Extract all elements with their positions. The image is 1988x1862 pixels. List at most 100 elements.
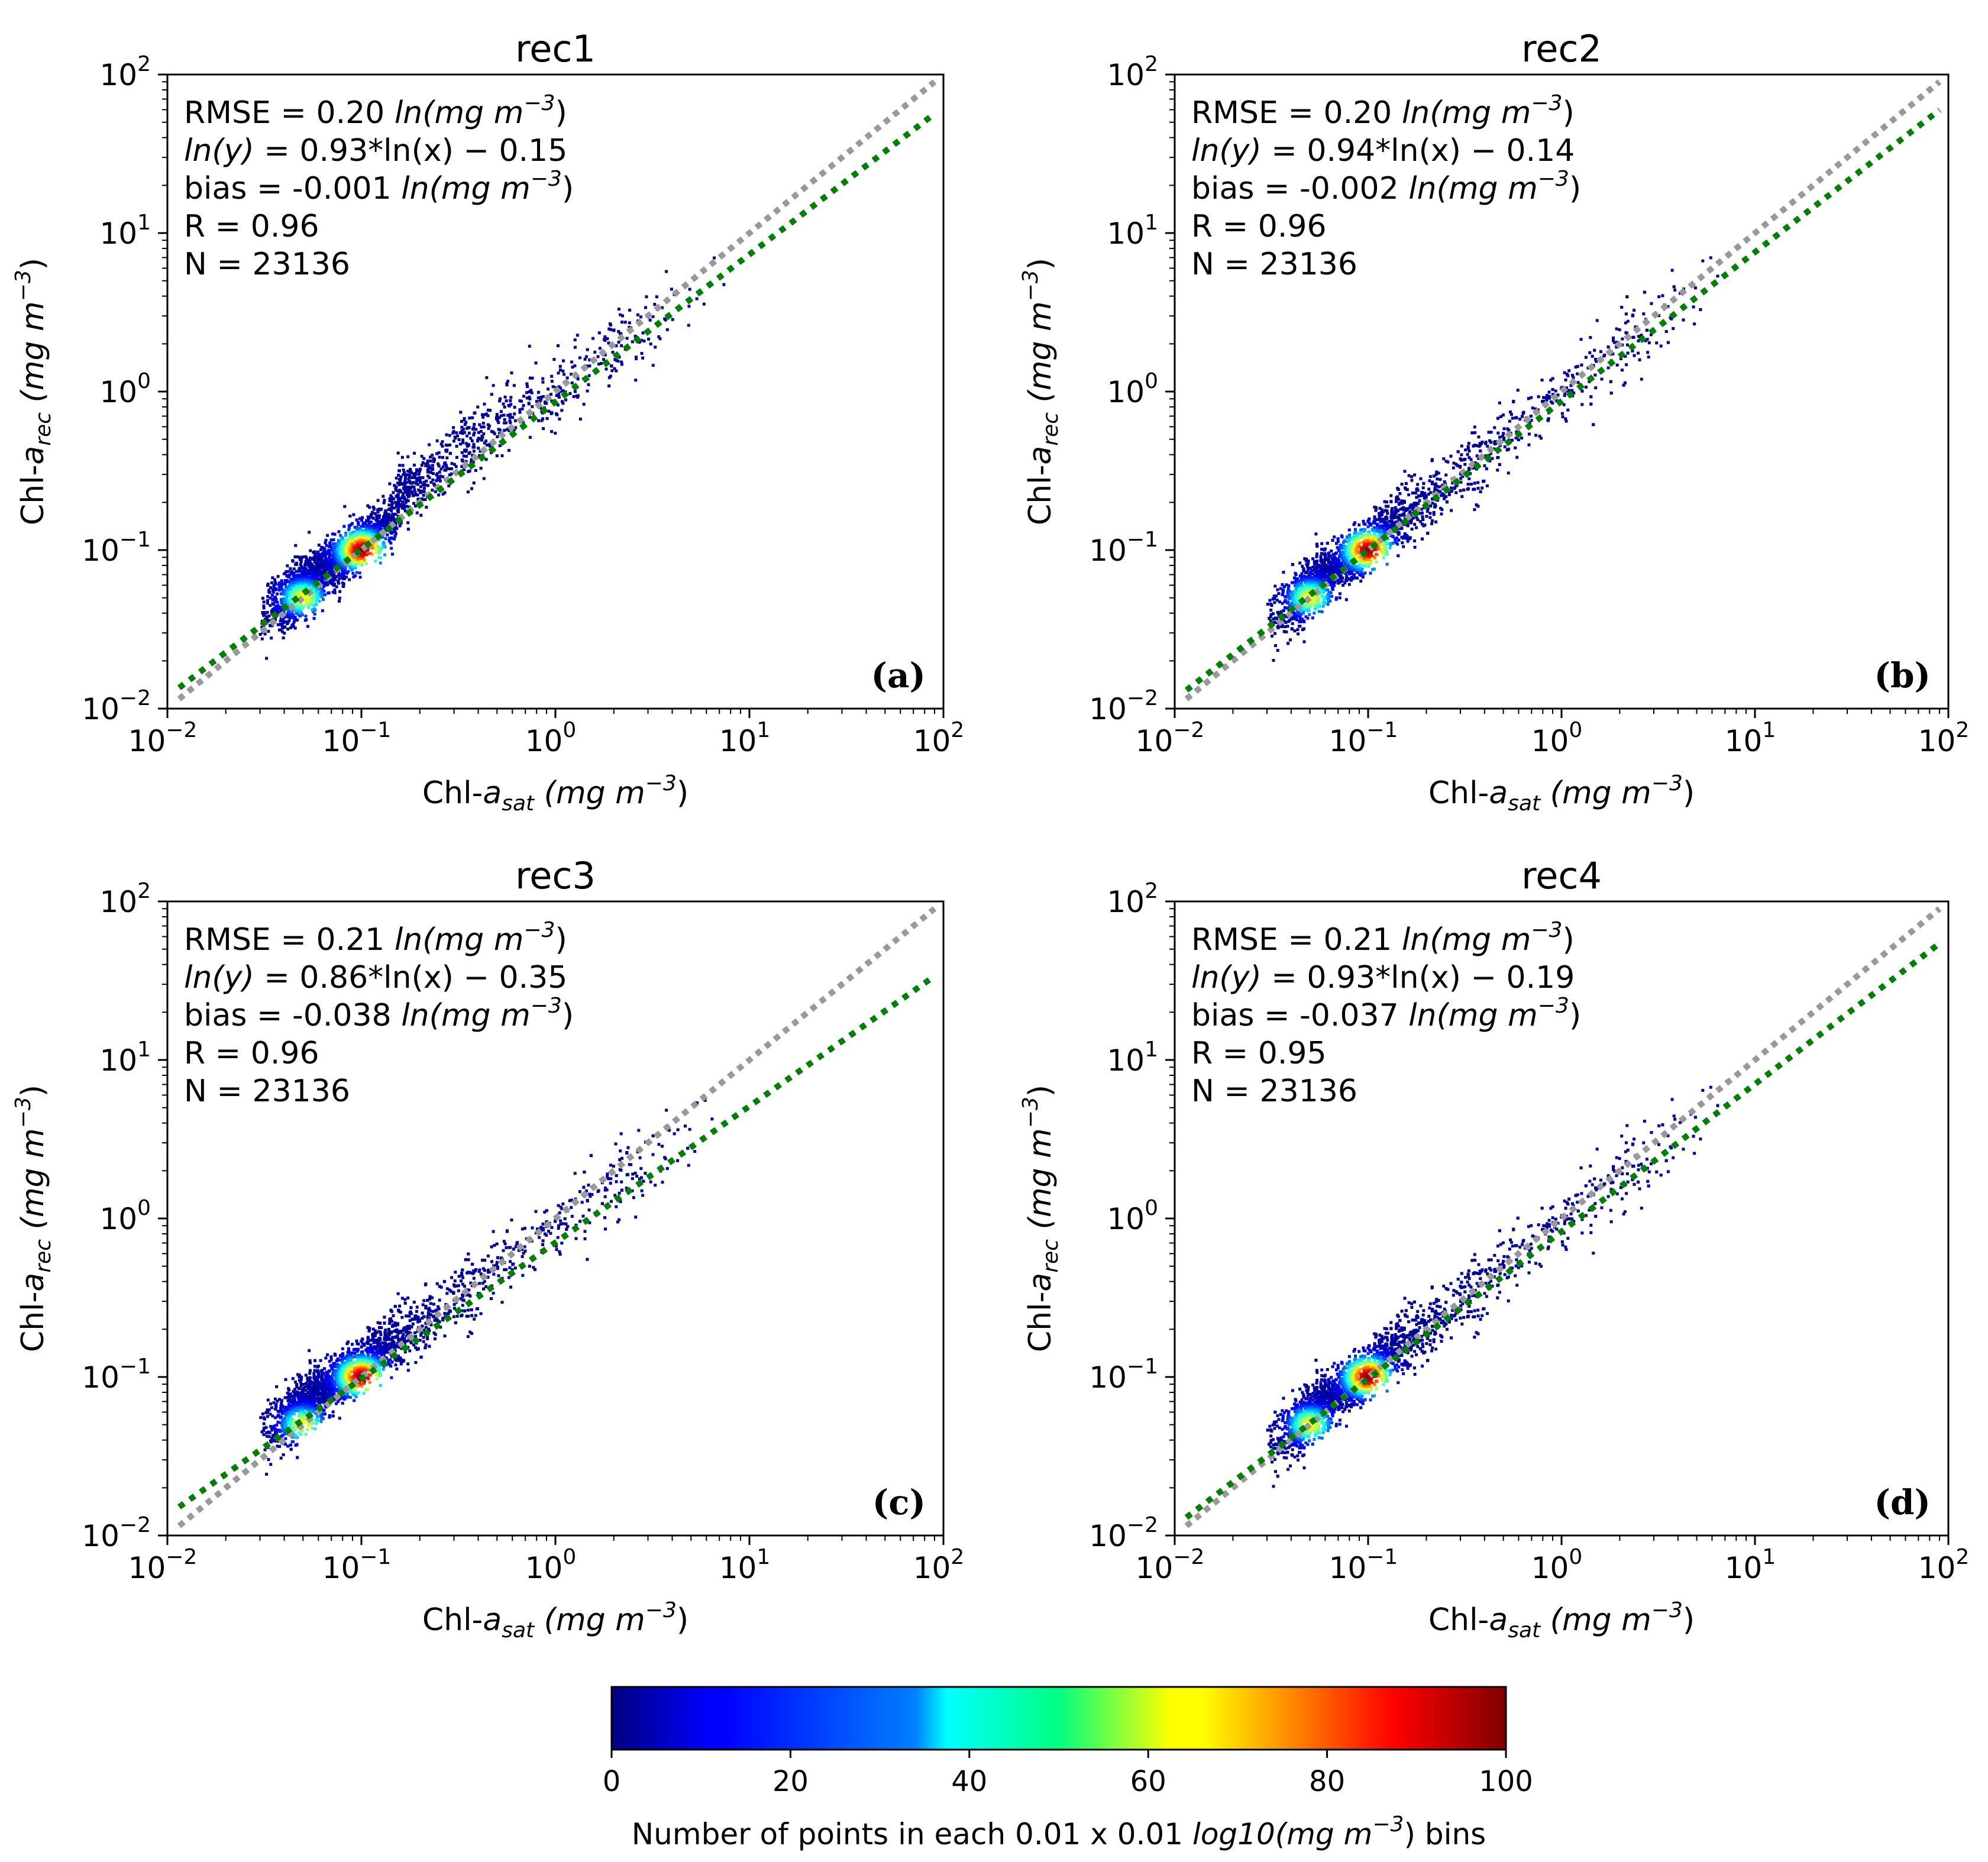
scatter-point xyxy=(1433,503,1437,506)
scatter-point xyxy=(1300,572,1304,576)
scatter-point xyxy=(558,418,561,421)
scatter-point xyxy=(1408,519,1411,522)
scatter-point xyxy=(1472,487,1475,491)
scatter-point xyxy=(310,600,313,604)
scatter-point xyxy=(383,517,387,521)
scatter-point xyxy=(1337,581,1340,585)
scatter-point xyxy=(398,464,402,467)
scatter-point xyxy=(277,612,280,615)
scatter-point xyxy=(1666,305,1670,308)
scatter-point xyxy=(482,432,486,435)
scatter-point xyxy=(266,599,269,602)
scatter-point xyxy=(1330,586,1334,589)
scatter-point xyxy=(1353,576,1356,580)
scatter-point xyxy=(374,551,377,554)
scatter-point xyxy=(467,431,471,435)
scatter-point xyxy=(486,408,490,412)
scatter-point xyxy=(1307,562,1310,565)
scatter-point xyxy=(378,520,382,523)
scatter-point xyxy=(1354,528,1357,531)
scatter-point xyxy=(284,589,287,592)
scatter-point xyxy=(695,297,699,300)
scatter-point xyxy=(1609,392,1613,395)
scatter-point xyxy=(1353,532,1356,535)
scatter-point xyxy=(343,505,347,508)
scatter-point xyxy=(344,534,348,537)
scatter-point xyxy=(1333,581,1337,584)
scatter-point xyxy=(278,581,281,584)
scatter-point xyxy=(518,408,522,412)
scatter-point xyxy=(1389,500,1393,503)
scatter-point xyxy=(1269,615,1272,619)
scatter-point xyxy=(338,590,342,593)
scatter-point xyxy=(467,452,471,455)
scatter-point xyxy=(353,531,356,534)
label-exp: −3 xyxy=(645,771,677,796)
scatter-point xyxy=(1295,599,1299,603)
scatter-point xyxy=(1298,561,1302,565)
scatter-point xyxy=(1332,561,1336,564)
scatter-point xyxy=(1293,629,1297,633)
scatter-point xyxy=(1460,444,1463,448)
scatter-point xyxy=(1595,360,1598,363)
scatter-point xyxy=(513,412,516,416)
scatter-point xyxy=(377,538,381,542)
scatter-point xyxy=(702,302,706,306)
scatter-point xyxy=(276,607,279,610)
scatter-point xyxy=(1502,432,1505,435)
scatter-point xyxy=(1373,521,1376,525)
scatter-point xyxy=(583,357,587,361)
scatter-point xyxy=(606,337,609,341)
scatter-point xyxy=(344,531,348,535)
scatter-point xyxy=(1331,539,1334,542)
scatter-point xyxy=(460,420,463,423)
scatter-point xyxy=(341,564,345,568)
scatter-point xyxy=(333,545,336,548)
scatter-point xyxy=(503,405,506,409)
scatter-point xyxy=(299,611,303,615)
scatter-point xyxy=(1275,621,1278,625)
scatter-point xyxy=(405,498,409,502)
scatter-point xyxy=(426,459,429,463)
scatter-point xyxy=(406,470,410,473)
scatter-point xyxy=(367,532,370,536)
scatter-point xyxy=(499,414,503,418)
scatter-point xyxy=(1284,625,1287,628)
scatter-point xyxy=(1661,294,1664,298)
scatter-point xyxy=(312,610,315,613)
scatter-point xyxy=(508,416,512,419)
scatter-point xyxy=(1324,547,1327,551)
scatter-point xyxy=(547,387,550,391)
scatter-point xyxy=(403,490,407,494)
scatter-point xyxy=(420,464,424,467)
scatter-point xyxy=(1308,567,1312,570)
scatter-point xyxy=(1394,520,1398,523)
scatter-point xyxy=(1314,585,1318,589)
scatter-point xyxy=(301,555,304,559)
scatter-point xyxy=(1271,597,1275,601)
scatter-point xyxy=(527,402,531,406)
scatter-point xyxy=(1469,483,1473,486)
scatter-point xyxy=(274,597,278,601)
scatter-point xyxy=(431,464,434,467)
scatter-point xyxy=(1272,659,1275,662)
scatter-point xyxy=(292,623,295,626)
scatter-point xyxy=(1302,611,1305,615)
scatter-point xyxy=(603,335,607,338)
scatter-point xyxy=(1321,601,1324,604)
scatter-point xyxy=(337,577,341,581)
scatter-point xyxy=(1428,479,1431,483)
scatter-point xyxy=(1503,445,1507,448)
scatter-point xyxy=(402,468,405,472)
scatter-point xyxy=(1440,512,1443,516)
scatter-point xyxy=(354,561,357,565)
scatter-point xyxy=(1551,402,1554,405)
scatter-point xyxy=(510,371,513,374)
scatter-point xyxy=(1426,532,1429,535)
scatter-point xyxy=(300,580,304,584)
scatter-point xyxy=(620,360,623,364)
scatter-point xyxy=(588,364,591,368)
scatter-point xyxy=(426,470,429,474)
scatter-point xyxy=(1397,497,1400,501)
scatter-point xyxy=(1311,616,1314,620)
